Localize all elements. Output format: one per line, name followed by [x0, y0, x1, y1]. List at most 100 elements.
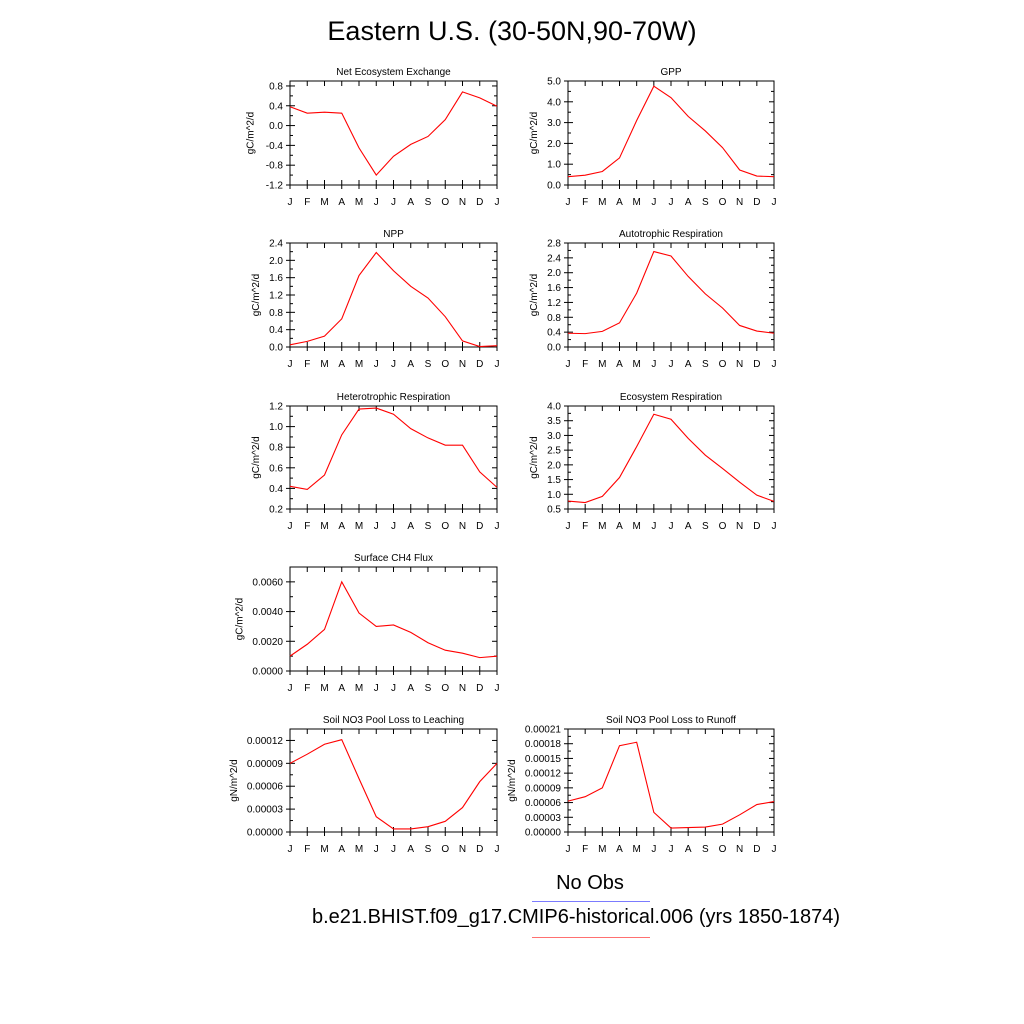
- y-axis-label: gC/m^2/d: [251, 274, 262, 317]
- x-tick-label: F: [304, 521, 310, 532]
- y-axis-label: gC/m^2/d: [529, 112, 540, 155]
- y-tick-label: 0.00012: [247, 736, 284, 747]
- x-tick-label: M: [632, 197, 640, 208]
- x-tick-label: D: [476, 521, 483, 532]
- x-tick-label: O: [441, 197, 449, 208]
- x-tick-label: J: [651, 359, 656, 370]
- y-tick-label: 0.0: [547, 181, 561, 192]
- x-tick-label: J: [566, 844, 571, 855]
- y-tick-label: 0.8: [269, 443, 283, 454]
- chart-title: Soil NO3 Pool Loss to Leaching: [323, 715, 464, 726]
- y-tick-label: 0.00006: [247, 782, 284, 793]
- y-tick-label: 0.0: [269, 343, 283, 354]
- x-tick-label: J: [651, 521, 656, 532]
- x-tick-label: O: [441, 844, 449, 855]
- y-axis-label: gC/m^2/d: [246, 112, 257, 155]
- x-tick-label: S: [425, 521, 432, 532]
- x-tick-label: J: [651, 197, 656, 208]
- x-tick-label: A: [685, 197, 692, 208]
- x-tick-label: M: [355, 521, 363, 532]
- y-tick-label: 2.0: [547, 139, 561, 150]
- x-tick-label: O: [719, 359, 727, 370]
- y-tick-label: 0.00012: [525, 769, 562, 780]
- chart-title: Surface CH4 Flux: [354, 553, 433, 564]
- x-tick-label: J: [669, 197, 674, 208]
- y-tick-label: 0.00000: [525, 828, 562, 839]
- y-tick-label: 0.2: [269, 505, 283, 516]
- y-tick-label: 2.0: [269, 256, 283, 267]
- y-axis-label: gC/m^2/d: [529, 274, 540, 317]
- x-tick-label: M: [320, 359, 328, 370]
- x-tick-label: J: [495, 359, 500, 370]
- x-tick-label: S: [425, 359, 432, 370]
- series-line: [567, 250, 775, 335]
- y-tick-label: 4.0: [547, 97, 561, 108]
- x-tick-label: M: [598, 844, 606, 855]
- y-tick-label: 0.0020: [252, 637, 283, 648]
- x-tick-label: F: [582, 521, 588, 532]
- chart-title: Heterotrophic Respiration: [337, 392, 450, 403]
- y-tick-label: 1.0: [547, 490, 561, 501]
- x-tick-label: M: [355, 844, 363, 855]
- x-tick-label: M: [632, 844, 640, 855]
- x-tick-label: M: [320, 844, 328, 855]
- x-tick-label: A: [685, 844, 692, 855]
- plot-frame: [289, 242, 498, 348]
- x-tick-label: A: [407, 844, 414, 855]
- x-tick-label: J: [495, 683, 500, 694]
- plot-frame: [289, 405, 498, 510]
- x-tick-label: F: [304, 844, 310, 855]
- series-line: [567, 741, 775, 829]
- y-tick-label: 0.4: [269, 484, 283, 495]
- x-tick-label: M: [598, 197, 606, 208]
- x-tick-label: A: [407, 197, 414, 208]
- chart-title: GPP: [660, 67, 681, 78]
- x-tick-label: N: [736, 844, 743, 855]
- x-tick-label: A: [407, 683, 414, 694]
- y-tick-label: 0.0000: [252, 667, 283, 678]
- x-tick-label: N: [736, 197, 743, 208]
- legend-case-label: b.e21.BHIST.f09_g17.CMIP6-historical.006…: [312, 906, 841, 928]
- x-tick-label: A: [616, 521, 623, 532]
- x-tick-label: A: [685, 359, 692, 370]
- series-line: [289, 91, 498, 177]
- y-tick-label: 0.00003: [525, 813, 562, 824]
- x-tick-label: O: [441, 359, 449, 370]
- y-tick-label: 0.4: [547, 328, 561, 339]
- y-tick-label: -0.8: [266, 161, 284, 172]
- y-tick-label: 1.6: [547, 283, 561, 294]
- y-tick-label: 0.00021: [525, 725, 562, 736]
- x-tick-label: F: [582, 844, 588, 855]
- y-tick-label: 3.0: [547, 118, 561, 129]
- x-tick-label: S: [425, 844, 432, 855]
- x-tick-label: A: [616, 197, 623, 208]
- x-tick-label: O: [441, 521, 449, 532]
- chart-title: Autotrophic Respiration: [619, 229, 723, 240]
- x-tick-label: J: [495, 521, 500, 532]
- y-tick-label: 2.5: [547, 446, 561, 457]
- x-tick-label: J: [772, 359, 777, 370]
- x-tick-label: J: [566, 359, 571, 370]
- x-tick-label: N: [459, 359, 466, 370]
- y-tick-label: 2.0: [547, 460, 561, 471]
- x-tick-label: D: [753, 844, 760, 855]
- x-tick-label: N: [459, 844, 466, 855]
- y-tick-label: 0.0040: [252, 607, 283, 618]
- x-tick-label: J: [669, 521, 674, 532]
- x-tick-label: J: [495, 197, 500, 208]
- legend-obs-label: No Obs: [556, 872, 624, 894]
- x-tick-label: M: [320, 683, 328, 694]
- y-tick-label: 1.2: [269, 291, 283, 302]
- y-tick-label: 2.0: [547, 268, 561, 279]
- plot-frame: [567, 405, 775, 510]
- y-tick-label: 0.00003: [247, 805, 284, 816]
- series-line: [289, 251, 498, 348]
- plot-frame: [567, 80, 775, 186]
